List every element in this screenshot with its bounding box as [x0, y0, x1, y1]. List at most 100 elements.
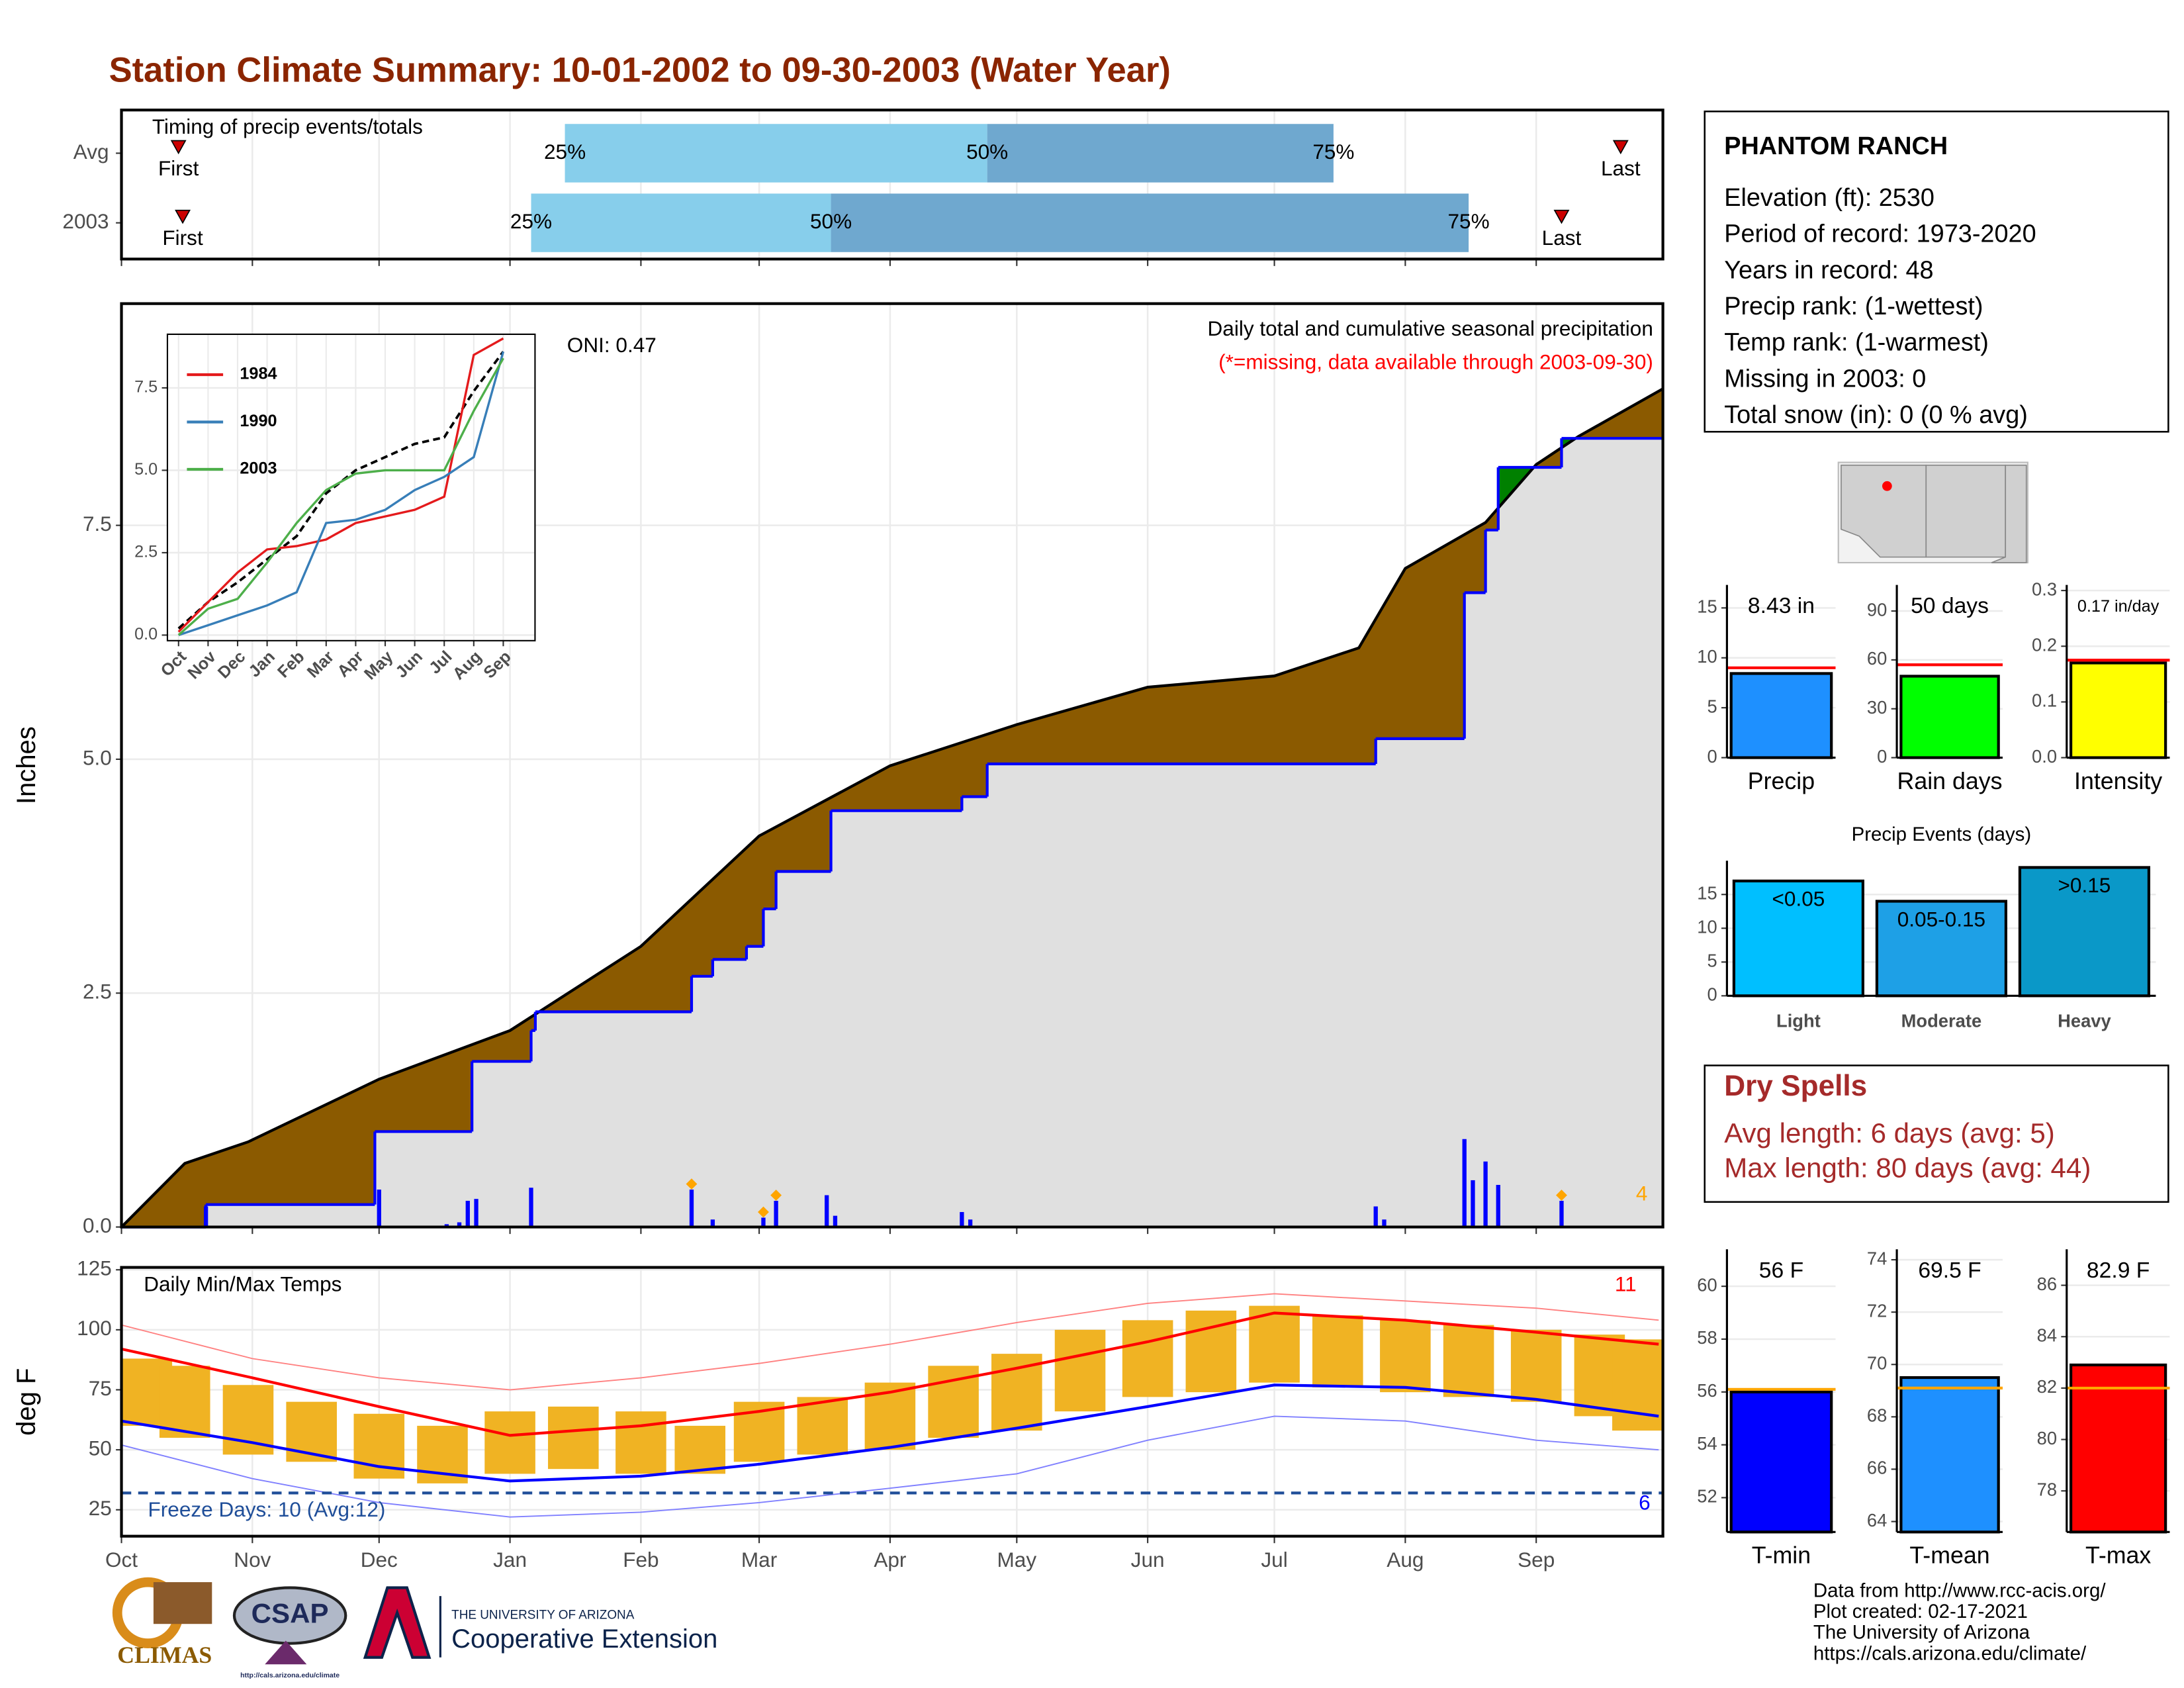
y-tick-label: 5: [1707, 696, 1717, 716]
average-line: [177, 351, 504, 630]
station-location: [1882, 481, 1892, 491]
y-tick-label: 5: [1707, 951, 1717, 971]
x-tick-label: Mar: [741, 1548, 777, 1571]
extreme-marker: [770, 1190, 782, 1201]
x-tick-label: Oct: [105, 1548, 138, 1571]
legend-label: 1990: [240, 412, 277, 430]
y-tick-label: 58: [1697, 1327, 1717, 1348]
quartile-label: 25%: [510, 209, 552, 233]
y-tick-label: 52: [1697, 1486, 1717, 1507]
value-label: 69.5 F: [1918, 1258, 1981, 1283]
y-tick-label: 5.0: [83, 745, 112, 769]
timing-label: First: [162, 226, 203, 250]
category-label: T-mean: [1909, 1542, 1989, 1569]
record-low-count: 6: [1639, 1491, 1651, 1515]
quartile-bar: [831, 193, 1469, 252]
value-label: 82.9 F: [2087, 1258, 2150, 1283]
y-tick-label: 84: [2037, 1325, 2057, 1345]
category-label: T-max: [2085, 1542, 2151, 1569]
series-line: [177, 357, 504, 636]
y-tick-label: 0: [1877, 746, 1887, 767]
y-tick-label: 0.3: [2032, 579, 2057, 599]
category-label: Moderate: [1901, 1011, 1982, 1031]
daily-precip-bar: [1462, 1139, 1467, 1227]
x-tick-label: Dec: [361, 1548, 398, 1571]
y-tick-label: 72: [1867, 1300, 1887, 1321]
quartile-bar: [531, 193, 831, 252]
y-tick-label: 0: [1707, 984, 1717, 1005]
csap-logo: CSAP http://cals.arizona.edu/climate: [232, 1586, 347, 1679]
daily-precip-bar: [774, 1201, 778, 1227]
timing-label: Last: [1542, 226, 1582, 250]
credit-line: Plot created: 02-17-2021: [1813, 1601, 2028, 1622]
panel-title: Daily Min/Max Temps: [144, 1272, 341, 1295]
temp-range-bar: [674, 1425, 726, 1474]
bar: [2018, 866, 2151, 998]
quartile-label: 75%: [1448, 209, 1490, 233]
y-tick-label: 66: [1867, 1458, 1887, 1478]
inset-frame: [166, 333, 536, 641]
daily-precip-bar: [825, 1195, 829, 1227]
y-tick-label: 50: [89, 1436, 112, 1460]
bin-label: <0.05: [1772, 887, 1825, 911]
bar: [1729, 672, 1833, 759]
credit-line: https://cals.arizona.edu/climate/: [1813, 1642, 2087, 1664]
y-tick-label: 0.0: [83, 1213, 112, 1237]
category-label: Heavy: [2058, 1011, 2111, 1031]
temp-range-bar: [1249, 1305, 1300, 1383]
temp-range-bar: [1380, 1320, 1431, 1393]
oni-label: ONI: 0.47: [567, 333, 657, 357]
bar: [1899, 675, 2000, 759]
daily-precip-bar: [457, 1222, 462, 1227]
x-tick-label: Jul: [1261, 1548, 1287, 1571]
temp-range-bar: [991, 1354, 1042, 1431]
logo-shape: [363, 1586, 432, 1659]
x-tick-label: Feb: [623, 1548, 659, 1571]
timing-marker: [1553, 209, 1570, 224]
legend-label: 2003: [240, 459, 277, 478]
category-label: T-min: [1752, 1542, 1811, 1569]
credit-line: Data from http://www.rcc-acis.org/: [1813, 1580, 2106, 1602]
daily-precip-bar: [960, 1211, 964, 1227]
x-tick-label: Nov: [234, 1548, 271, 1571]
y-tick-label: 74: [1867, 1248, 1887, 1268]
extreme-count: 4: [1636, 1182, 1648, 1205]
station-box: [1704, 111, 2169, 433]
category-label: Precip: [1748, 768, 1815, 794]
y-tick-label: 70: [1867, 1352, 1887, 1373]
y-tick-label: 30: [1867, 697, 1887, 718]
map-state: [1991, 464, 2027, 563]
x-tick-label: May: [997, 1548, 1037, 1571]
daily-precip-bar: [465, 1201, 470, 1227]
bar: [1732, 879, 1864, 998]
extreme-marker: [758, 1206, 769, 1218]
daily-precip-bar: [689, 1190, 694, 1227]
station-line: Missing in 2003: 0: [1724, 365, 1926, 393]
climas-logo: CLIMAS: [112, 1577, 212, 1668]
y-tick-label: 78: [2037, 1479, 2057, 1499]
station-line: Years in record: 48: [1724, 256, 1933, 284]
station-line: Total snow (in): 0 (0 % avg): [1724, 401, 2028, 429]
timing-marker: [175, 209, 191, 224]
temp-range-bar: [1510, 1329, 1562, 1402]
quartile-bar: [565, 124, 987, 183]
quartile-label: 50%: [810, 209, 852, 233]
ua-logo: THE UNIVERSITY OF ARIZONA Cooperative Ex…: [363, 1586, 717, 1659]
timing-marker: [170, 140, 187, 155]
daily-precip-bar: [710, 1219, 715, 1227]
temp-range-bar: [548, 1406, 599, 1470]
dry-spells-line: Avg length: 6 days (avg: 5): [1724, 1117, 2055, 1149]
y-tick-label: 15: [1697, 596, 1717, 617]
y-tick-label: 15: [1697, 882, 1717, 903]
logo-shape: [232, 1586, 347, 1645]
y-tick-label: 7.5: [134, 378, 158, 397]
locator-map: [1837, 461, 2028, 564]
y-tick-label: 75: [89, 1376, 112, 1400]
daily-precip-bar: [1382, 1219, 1387, 1227]
record-high-count: 11: [1615, 1272, 1637, 1295]
extreme-marker: [1556, 1190, 1567, 1201]
y-tick-label: 7.5: [83, 512, 112, 536]
station-line: Period of record: 1973-2020: [1724, 220, 2036, 248]
y-tick-label: 68: [1867, 1405, 1887, 1426]
